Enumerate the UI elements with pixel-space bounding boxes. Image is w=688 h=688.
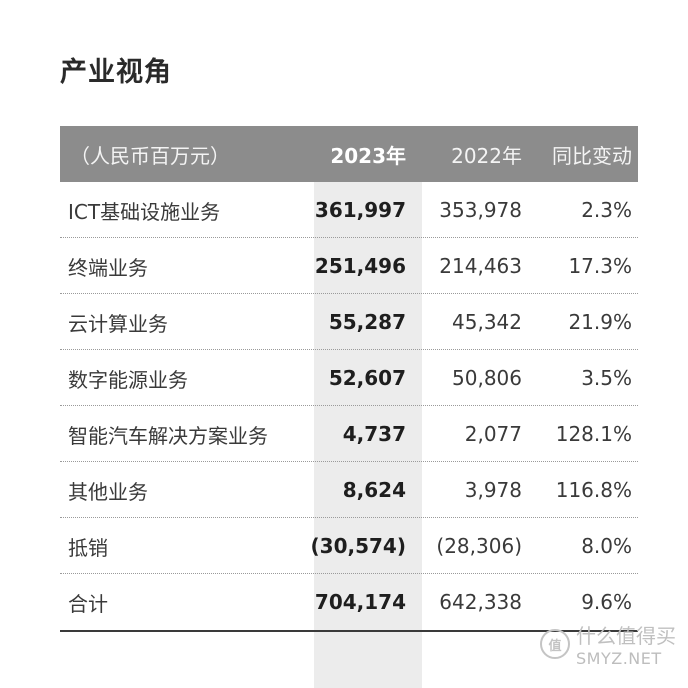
row-divider xyxy=(60,293,638,294)
row-2023: 52,607 xyxy=(328,366,406,390)
row-2023: 251,496 xyxy=(314,254,406,278)
watermark-text-en: SMYZ.NET xyxy=(576,649,662,668)
row-divider xyxy=(60,405,638,406)
row-label: 数字能源业务 xyxy=(68,367,188,392)
row-2022: 45,342 xyxy=(452,310,522,334)
row-2023: 361,997 xyxy=(314,198,406,222)
row-2023: 704,174 xyxy=(314,590,406,614)
row-label: 终端业务 xyxy=(68,255,148,280)
header-unit: （人民币百万元） xyxy=(70,143,230,168)
row-label: 合计 xyxy=(68,591,108,616)
watermark-logo-icon: 值 xyxy=(540,629,570,659)
row-label: 抵销 xyxy=(68,535,108,560)
row-2023: (30,574) xyxy=(310,534,406,558)
row-yoy: 8.0% xyxy=(581,534,632,558)
row-2022: 214,463 xyxy=(439,254,522,278)
row-2023: 8,624 xyxy=(342,478,406,502)
highlight-column-2023 xyxy=(314,182,422,688)
row-yoy: 21.9% xyxy=(568,310,632,334)
row-yoy: 2.3% xyxy=(581,198,632,222)
page-title: 产业视角 xyxy=(60,57,172,88)
row-yoy: 128.1% xyxy=(555,422,632,446)
row-yoy: 3.5% xyxy=(581,366,632,390)
row-2023: 55,287 xyxy=(328,310,406,334)
row-divider xyxy=(60,237,638,238)
table-row: 云计算业务 55,287 45,342 21.9% xyxy=(60,294,638,350)
row-divider xyxy=(60,573,638,574)
row-label: 智能汽车解决方案业务 xyxy=(68,423,268,448)
table-row: 合计 704,174 642,338 9.6% xyxy=(60,574,638,630)
row-label: ICT基础设施业务 xyxy=(68,199,221,224)
header-2023: 2023年 xyxy=(330,143,406,168)
row-label: 云计算业务 xyxy=(68,311,168,336)
table-row: 其他业务 8,624 3,978 116.8% xyxy=(60,462,638,518)
row-divider xyxy=(60,517,638,518)
row-2022: 3,978 xyxy=(464,478,522,502)
table-row: 终端业务 251,496 214,463 17.3% xyxy=(60,238,638,294)
table-row: ICT基础设施业务 361,997 353,978 2.3% xyxy=(60,182,638,238)
row-2022: 642,338 xyxy=(439,590,522,614)
row-2022: 50,806 xyxy=(452,366,522,390)
watermark-text-cn: 什么值得买 xyxy=(576,624,676,648)
row-yoy: 116.8% xyxy=(555,478,632,502)
row-2023: 4,737 xyxy=(342,422,406,446)
row-divider xyxy=(60,349,638,350)
table-row: 智能汽车解决方案业务 4,737 2,077 128.1% xyxy=(60,406,638,462)
table-bottom-rule xyxy=(60,630,638,632)
table-row: 抵销 (30,574) (28,306) 8.0% xyxy=(60,518,638,574)
row-yoy: 17.3% xyxy=(568,254,632,278)
row-label: 其他业务 xyxy=(68,479,148,504)
header-2022: 2022年 xyxy=(451,143,522,168)
row-2022: 353,978 xyxy=(439,198,522,222)
header-yoy: 同比变动 xyxy=(552,143,632,168)
watermark: 值 什么值得买 SMYZ.NET xyxy=(540,620,676,668)
table-header-row: （人民币百万元） 2023年 2022年 同比变动 xyxy=(60,126,638,182)
table-row: 数字能源业务 52,607 50,806 3.5% xyxy=(60,350,638,406)
row-2022: 2,077 xyxy=(464,422,522,446)
row-yoy: 9.6% xyxy=(581,590,632,614)
row-2022: (28,306) xyxy=(436,534,522,558)
row-divider xyxy=(60,461,638,462)
